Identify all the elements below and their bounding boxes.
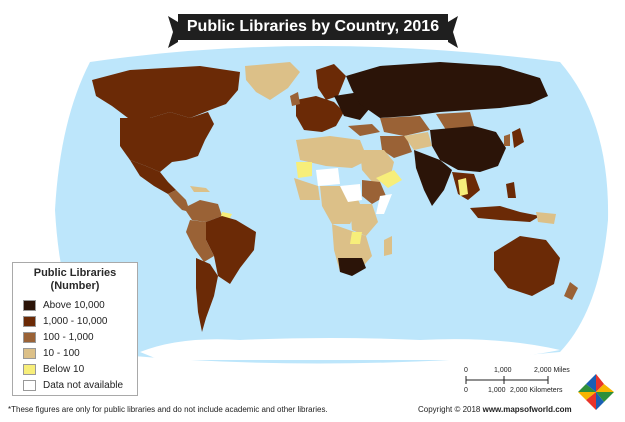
region-greenland [245, 62, 300, 100]
legend-row: Below 10 [23, 361, 137, 377]
legend-row: Data not available [23, 377, 137, 393]
region-western-europe [296, 96, 344, 132]
legend-label: Data not available [43, 379, 124, 391]
legend-title-line1: Public Libraries [33, 267, 117, 279]
region-sahara-na [316, 168, 340, 186]
region-brazil [206, 216, 256, 284]
region-korea [504, 134, 510, 146]
region-sahel-yellow [296, 162, 312, 178]
region-arabia-south [376, 170, 402, 188]
region-antarctica [140, 338, 560, 360]
legend-swatch-100-1000 [23, 331, 36, 343]
legend-label: Below 10 [43, 363, 85, 375]
region-somalia-na [376, 194, 392, 214]
region-japan [512, 128, 524, 148]
legend-title: Public Libraries (Number) [13, 267, 137, 293]
region-russia [346, 62, 548, 118]
legend-swatch-10-100 [23, 347, 36, 359]
region-east-africa [350, 204, 378, 236]
region-iran [380, 136, 412, 158]
region-canada [92, 66, 240, 118]
region-madagascar [384, 236, 392, 256]
legend-row: Above 10,000 [23, 297, 137, 313]
region-philippines [506, 182, 516, 198]
legend-swatch-above-10000 [23, 299, 36, 311]
region-central-america [168, 190, 190, 212]
legend-label: Above 10,000 [43, 299, 105, 311]
legend-label: 10 - 100 [43, 347, 80, 359]
region-china [430, 126, 506, 172]
region-usa [120, 112, 214, 172]
region-kazakhstan [380, 116, 430, 136]
region-colombia-venezuela [184, 200, 222, 222]
region-west-africa [294, 178, 320, 200]
region-australia [494, 236, 560, 296]
legend-swatch-1000-10000 [23, 315, 36, 327]
legend-label: 1,000 - 10,000 [43, 315, 108, 327]
legend-swatch-not-available [23, 379, 36, 391]
mapsofworld-logo-icon [578, 374, 614, 410]
scale-miles-0: 0 [464, 367, 468, 374]
map-title: Public Libraries by Country, 2016 [186, 18, 440, 35]
scale-miles-2000: 2,000 Miles [534, 367, 570, 374]
region-thailand [458, 178, 468, 196]
legend-title-line2: (Number) [50, 280, 100, 292]
copyright: Copyright © 2018 www.mapsofworld.com [418, 405, 572, 414]
footnote: *These figures are only for public libra… [8, 405, 328, 414]
copyright-site: www.mapsofworld.com [482, 405, 572, 414]
scale-bar: 0 1,000 2,000 Miles 0 1,000 2,000 Kilome… [460, 364, 570, 404]
legend: Public Libraries (Number) Above 10,000 1… [12, 262, 138, 396]
region-sudan-na [340, 184, 362, 202]
region-scandinavia [316, 64, 346, 100]
region-mongolia [436, 112, 474, 130]
copyright-prefix: Copyright © 2018 [418, 405, 481, 414]
region-papua [536, 212, 556, 224]
region-central-asia [404, 132, 432, 150]
scale-km-2000: 2,000 Kilometers [510, 387, 563, 394]
scale-miles-1000: 1,000 [494, 367, 512, 374]
legend-row: 100 - 1,000 [23, 329, 137, 345]
region-india [414, 150, 452, 206]
region-indonesia [470, 206, 540, 222]
region-zambia-yellow [350, 232, 362, 244]
region-argentina-chile [196, 258, 218, 332]
scale-km-0: 0 [464, 387, 468, 394]
region-turkey [348, 124, 380, 136]
title-banner [168, 14, 458, 48]
legend-swatch-below-10 [23, 363, 36, 375]
region-uk-ireland [290, 92, 300, 106]
region-north-africa [296, 136, 368, 168]
legend-row: 1,000 - 10,000 [23, 313, 137, 329]
legend-row: 10 - 100 [23, 345, 137, 361]
scale-bar-graphic [465, 376, 549, 384]
legend-label: 100 - 1,000 [43, 331, 94, 343]
region-south-africa [338, 258, 366, 276]
region-caribbean [190, 186, 210, 192]
region-new-zealand [564, 282, 578, 300]
region-peru-bolivia [186, 220, 214, 262]
region-mexico [130, 160, 176, 194]
scale-km-1000: 1,000 [488, 387, 506, 394]
